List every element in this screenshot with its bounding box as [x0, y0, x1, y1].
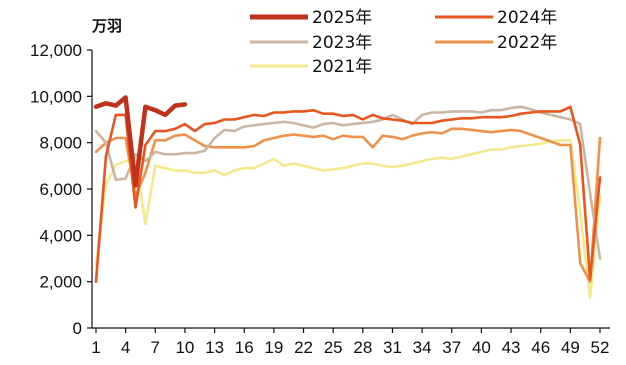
y-tick-label: 8,000 [39, 134, 82, 153]
y-tick-label: 12,000 [30, 41, 82, 60]
x-tick-label: 22 [294, 338, 313, 357]
series-line-1 [93, 95, 188, 188]
legend-label: 2021年 [312, 57, 372, 77]
x-tick-label: 28 [353, 338, 372, 357]
x-tick-label: 10 [175, 338, 194, 357]
x-tick-label: 19 [264, 338, 283, 357]
series-line-5 [94, 139, 602, 300]
x-tick-label: 13 [205, 338, 224, 357]
legend-label: 2024年 [497, 8, 557, 28]
x-tick-label: 16 [235, 338, 254, 357]
series-line-2 [94, 105, 602, 284]
y-tick-label: 4,000 [39, 226, 82, 245]
legend-label: 2023年 [312, 33, 372, 53]
x-tick-label: 43 [502, 338, 521, 357]
x-tick-label: 34 [413, 338, 432, 357]
x-tick-label: 4 [121, 338, 130, 357]
y-unit-label: 万羽 [92, 17, 123, 35]
series-line-4 [94, 127, 602, 284]
x-tick-label: 46 [531, 338, 550, 357]
x-tick-label: 37 [442, 338, 461, 357]
y-tick-label: 2,000 [39, 273, 82, 292]
x-tick-label: 52 [591, 338, 610, 357]
x-tick-label: 25 [324, 338, 343, 357]
y-tick-label: 10,000 [30, 87, 82, 106]
x-tick-label: 1 [91, 338, 100, 357]
legend-label: 2022年 [497, 33, 557, 53]
y-tick-label: 6,000 [39, 180, 82, 199]
x-tick-label: 31 [383, 338, 402, 357]
y-tick-label: 0 [73, 319, 82, 338]
x-tick-label: 40 [472, 338, 491, 357]
x-tick-label: 49 [561, 338, 580, 357]
series-line-3 [94, 105, 602, 260]
x-tick-label: 7 [151, 338, 160, 357]
legend-label: 2025年 [312, 8, 372, 28]
